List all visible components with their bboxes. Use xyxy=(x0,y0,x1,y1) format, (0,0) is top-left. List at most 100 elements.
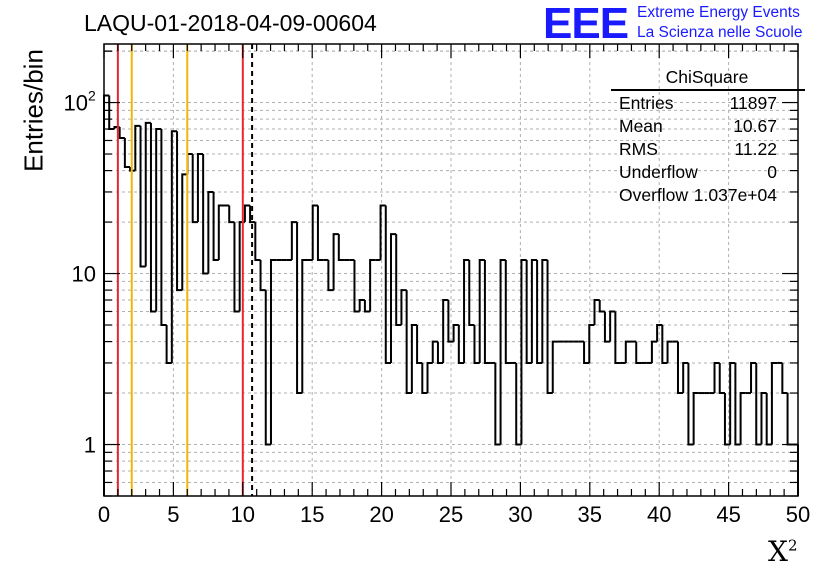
histogram-bin xyxy=(176,131,183,292)
histogram-bin xyxy=(624,340,632,363)
logo-line-2: La Scienza nelle Scuole xyxy=(637,24,803,41)
y-tick-label: 10 xyxy=(64,91,88,116)
histogram-bin xyxy=(191,154,198,224)
histogram-bin xyxy=(541,259,548,363)
histogram-bin xyxy=(123,138,131,168)
y-tick-label-exponent: 2 xyxy=(88,88,96,104)
histogram-bin xyxy=(431,340,438,363)
histogram-bin xyxy=(536,260,543,364)
chart-title: LAQU-01-2018-04-09-00604 xyxy=(84,10,377,36)
y-tick-label: 1 xyxy=(84,433,96,458)
histogram-bin xyxy=(363,300,371,313)
histogram-bin xyxy=(723,393,731,446)
stats-value: 11.22 xyxy=(734,139,778,159)
histogram-bin xyxy=(635,341,642,364)
histogram-bin xyxy=(483,260,491,364)
histogram-bin xyxy=(384,205,391,364)
stats-value: 11897 xyxy=(729,93,777,113)
histogram-bin xyxy=(139,125,146,268)
stats-row-overflow: Overflow 1.037e+04 xyxy=(619,185,777,207)
histogram-bin xyxy=(358,299,365,312)
histogram-bin xyxy=(760,392,767,445)
histogram-bin xyxy=(254,222,261,261)
histogram-bin xyxy=(457,325,465,364)
histogram-bin xyxy=(692,392,699,445)
histogram-bin xyxy=(249,205,256,224)
histogram-bin xyxy=(718,362,725,395)
histogram-bin xyxy=(416,325,423,364)
stats-value: 1.037e+04 xyxy=(693,185,777,205)
histogram-bin xyxy=(520,259,527,445)
x-axis-label: X2 xyxy=(768,535,797,568)
histogram-bin xyxy=(713,361,720,394)
histogram-bin xyxy=(494,362,501,446)
histogram-bin xyxy=(739,392,746,445)
stats-key: Mean xyxy=(619,116,663,136)
stats-value: 10.67 xyxy=(733,116,777,136)
stats-value: 0 xyxy=(767,162,777,182)
histogram-bin xyxy=(170,130,178,363)
histogram-bin xyxy=(207,190,214,274)
histogram-bin xyxy=(405,290,412,395)
histogram-bin xyxy=(463,259,470,363)
x-tick-label: 45 xyxy=(716,502,740,527)
histogram-bin xyxy=(442,299,449,363)
histogram-bin xyxy=(750,361,757,394)
histogram-bin xyxy=(264,290,271,446)
y-tick-label: 10 xyxy=(72,262,96,287)
histogram-bin xyxy=(389,233,397,363)
histogram-bin xyxy=(134,124,141,171)
histogram-bin xyxy=(379,204,386,260)
x-axis-label-base: X xyxy=(768,535,788,568)
stats-row-underflow: Underflow 0 xyxy=(619,162,777,184)
x-tick-label: 5 xyxy=(167,502,179,527)
histogram-bin xyxy=(149,122,157,313)
histogram-bin xyxy=(369,259,376,312)
histogram-bin xyxy=(290,221,298,260)
histogram-bin xyxy=(770,361,778,445)
histogram-bin xyxy=(181,173,188,291)
histogram-bin xyxy=(682,361,689,394)
histogram-bin xyxy=(421,362,428,395)
histogram-bin xyxy=(781,362,788,395)
histogram-bin xyxy=(316,205,324,261)
stats-divider xyxy=(611,89,805,91)
x-axis-label-exponent: 2 xyxy=(787,536,798,555)
x-tick-label: 20 xyxy=(369,502,393,527)
histogram-bin xyxy=(588,324,595,363)
histogram-bin xyxy=(473,325,480,364)
histogram-bin xyxy=(661,325,668,364)
histogram-bin xyxy=(593,299,600,326)
histogram-bin xyxy=(478,259,485,363)
histogram-bin xyxy=(243,204,251,223)
histogram-bin xyxy=(395,234,402,327)
histogram-bin xyxy=(666,340,673,363)
histogram-bin xyxy=(327,260,334,292)
histogram-bin xyxy=(614,311,621,364)
histogram-bin xyxy=(525,260,532,364)
histogram-bin xyxy=(400,289,407,326)
histogram-bin xyxy=(410,324,418,394)
stats-key: Underflow xyxy=(619,162,698,182)
histogram-bin xyxy=(468,260,475,327)
histogram-bin xyxy=(103,94,110,496)
y-axis-label: Entries/bin xyxy=(18,49,49,172)
eee-logo: EEE xyxy=(543,0,629,48)
histogram-bin xyxy=(353,260,360,313)
histogram-bin xyxy=(687,362,694,446)
histogram-bin xyxy=(228,205,235,224)
stats-key: RMS xyxy=(619,139,658,159)
histogram-bin xyxy=(609,310,616,342)
x-tick-label: 15 xyxy=(300,502,324,527)
histogram-bin xyxy=(332,233,339,291)
histogram-bin xyxy=(515,362,522,446)
histogram-bin xyxy=(530,259,538,363)
histogram-bin xyxy=(676,341,684,395)
histogram-bin xyxy=(499,259,506,445)
x-tick-label: 35 xyxy=(578,502,602,527)
histogram-bin xyxy=(155,128,162,312)
stats-row-rms: RMS 11.22 xyxy=(619,139,778,161)
histogram-bin xyxy=(786,393,793,446)
